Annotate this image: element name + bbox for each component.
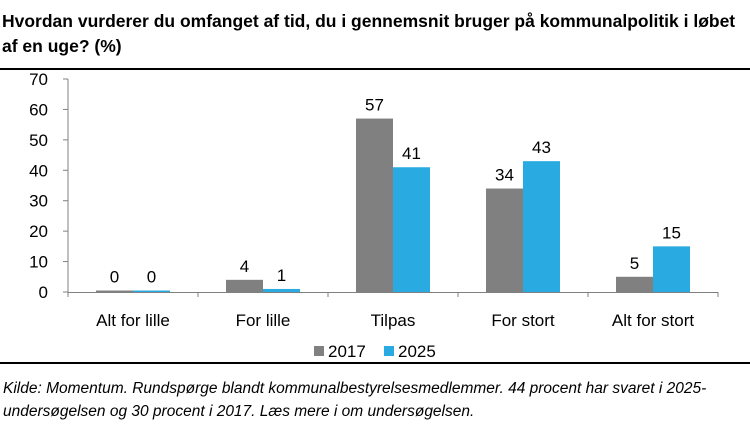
- y-tick-label: 70: [29, 70, 48, 89]
- data-label-2017: 4: [240, 257, 249, 276]
- y-tick-label: 40: [29, 161, 48, 180]
- y-tick-label: 20: [29, 222, 48, 241]
- category-label: For lille: [236, 311, 291, 330]
- data-label-2017: 0: [110, 268, 119, 287]
- category-label: For stort: [491, 311, 555, 330]
- data-label-2025: 0: [147, 268, 156, 287]
- bar-2025-1: [133, 290, 170, 292]
- y-tick-label: 30: [29, 192, 48, 211]
- legend-swatch-2025: [384, 346, 394, 356]
- bar-2025-3: [393, 167, 430, 292]
- category-label: Tilpas: [371, 311, 416, 330]
- data-label-2017: 5: [630, 254, 639, 273]
- bar-2017-3: [356, 118, 393, 292]
- category-label: Alt for stort: [612, 311, 694, 330]
- data-label-2017: 34: [495, 166, 514, 185]
- bar-2025-5: [653, 246, 690, 292]
- source-caption: Kilde: Momentum. Rundspørge blandt kommu…: [0, 362, 750, 433]
- data-label-2025: 1: [277, 266, 286, 285]
- bar-2025-2: [263, 288, 300, 292]
- data-label-2025: 41: [402, 144, 421, 163]
- y-tick-label: 10: [29, 253, 48, 272]
- bar-2025-4: [523, 161, 560, 292]
- y-tick-label: 50: [29, 131, 48, 150]
- bar-2017-1: [96, 290, 133, 292]
- legend-swatch-2017: [314, 346, 324, 356]
- bar-2017-5: [616, 276, 653, 292]
- category-label: Alt for lille: [96, 311, 170, 330]
- chart-title: Hvordan vurderer du omfanget af tid, du …: [0, 0, 750, 70]
- bar-2017-2: [226, 279, 263, 292]
- y-tick-label: 0: [39, 283, 48, 302]
- data-label-2017: 57: [365, 96, 384, 115]
- legend-label-2017: 2017: [328, 342, 366, 361]
- data-label-2025: 15: [662, 223, 681, 242]
- data-label-2025: 43: [532, 138, 551, 157]
- y-tick-label: 60: [29, 100, 48, 119]
- legend-label-2025: 2025: [398, 342, 436, 361]
- bar-2017-4: [486, 188, 523, 292]
